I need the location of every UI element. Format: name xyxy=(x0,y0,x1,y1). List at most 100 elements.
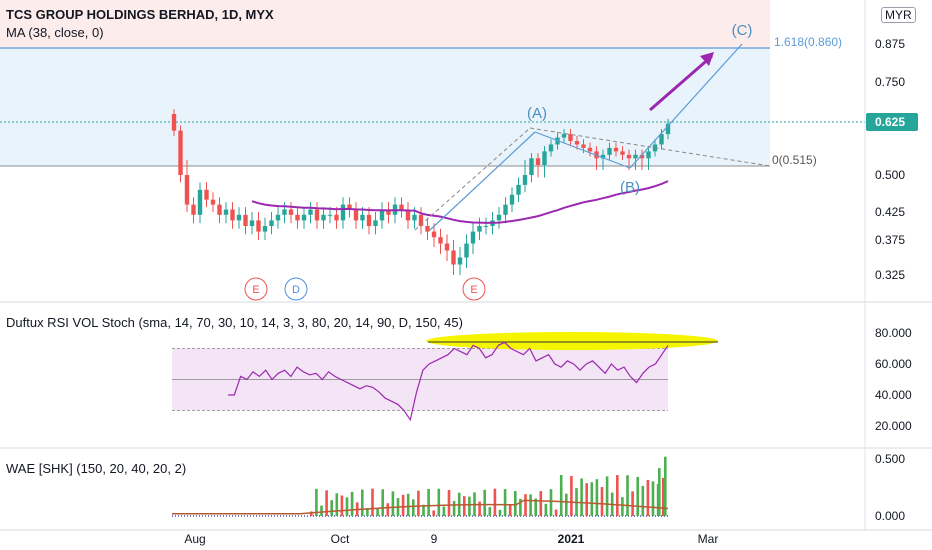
x-axis-label: 2021 xyxy=(558,532,585,546)
candle-body xyxy=(399,204,404,210)
fib-1618-label: 1.618(0.860) xyxy=(774,35,842,49)
event-marker-circle xyxy=(284,277,308,301)
wae-bar xyxy=(432,510,435,516)
wave-c-line xyxy=(629,43,743,169)
rsi-tick-label: 40.000 xyxy=(875,388,912,402)
wae-bar xyxy=(381,489,384,516)
rsi-tick-label: 80.000 xyxy=(875,326,912,340)
wae-bar xyxy=(559,474,563,516)
candle-body xyxy=(353,209,359,221)
candle-body xyxy=(295,214,300,221)
wae-bar xyxy=(361,489,364,516)
candle-body xyxy=(191,204,196,215)
candle-body xyxy=(249,220,255,226)
ma-line xyxy=(251,180,669,224)
wae-bar xyxy=(595,479,599,516)
candle-body xyxy=(444,243,450,251)
wae-bar xyxy=(427,488,430,516)
wae-tick-label: 0.500 xyxy=(875,452,905,466)
wae-bar xyxy=(514,490,517,516)
candle-body xyxy=(405,209,411,221)
wae-bar xyxy=(483,489,486,516)
wae-bar xyxy=(529,494,532,516)
candle-body xyxy=(574,141,580,145)
wae-bar xyxy=(646,479,650,516)
candle-body xyxy=(262,226,268,232)
wae-bar xyxy=(335,493,339,516)
wae-bar xyxy=(391,491,395,516)
candle-body xyxy=(197,189,203,215)
event-marker-label: E xyxy=(252,284,259,296)
candle-body xyxy=(321,214,326,221)
wae-bar xyxy=(631,491,634,516)
wae-bar xyxy=(565,493,568,516)
currency-button[interactable]: MYR xyxy=(881,7,916,23)
candle-body xyxy=(561,134,567,138)
event-marker-label: E xyxy=(470,284,477,296)
wae-bar xyxy=(442,506,446,516)
x-axis-label: Aug xyxy=(184,532,205,546)
fib-0-label: 0(0.515) xyxy=(772,153,817,167)
rsi-legend: Duftux RSI VOL Stoch (sma, 14, 70, 30, 1… xyxy=(6,315,463,330)
wave-label: (A) xyxy=(527,105,547,122)
candle-body xyxy=(587,147,593,152)
wae-bar xyxy=(366,508,369,516)
candle-body xyxy=(418,214,424,226)
wae-bar xyxy=(524,494,527,516)
candle-body xyxy=(646,151,651,159)
wae-bar xyxy=(664,456,667,516)
wae-bar xyxy=(406,493,410,516)
last-price-badge xyxy=(866,113,918,131)
candle-body xyxy=(529,158,534,175)
wae-bar xyxy=(651,481,655,516)
candle-body xyxy=(620,151,625,155)
chart-title: TCS GROUP HOLDINGS BERHAD, 1D, MYX xyxy=(6,7,274,22)
candle-body xyxy=(431,231,437,238)
wae-bar xyxy=(340,495,344,516)
price-tick-label: 0.750 xyxy=(875,75,905,89)
candle-body xyxy=(639,154,645,159)
event-marker-circle xyxy=(462,277,486,301)
wae-bar xyxy=(422,504,425,516)
candle-body xyxy=(496,214,502,221)
candle-body xyxy=(178,130,183,175)
wae-bar xyxy=(585,483,588,516)
candle-body xyxy=(457,257,463,265)
wae-bar xyxy=(386,503,390,516)
x-axis-label: Oct xyxy=(331,532,350,546)
wae-bar xyxy=(330,500,333,516)
candle-body xyxy=(301,214,307,221)
target-zone-fill xyxy=(0,0,770,48)
rsi-tick-label: 60.000 xyxy=(875,357,912,371)
candle-body xyxy=(340,204,346,221)
candle-body xyxy=(269,220,274,226)
last-price-label: 0.625 xyxy=(875,115,905,129)
wae-bar xyxy=(544,503,548,516)
wae-bar xyxy=(468,496,471,516)
candle-body xyxy=(236,214,242,221)
candle-body xyxy=(522,175,528,185)
candle-body xyxy=(204,189,209,200)
wae-bar xyxy=(626,475,629,516)
wae-bar xyxy=(376,508,379,516)
wave-label: (C) xyxy=(732,22,753,39)
x-axis-label: 9 xyxy=(431,532,438,546)
wae-bar xyxy=(452,500,456,516)
candle-body xyxy=(581,144,586,148)
projection-arrow-head xyxy=(700,52,714,66)
candle-body xyxy=(665,123,671,135)
candle-body xyxy=(607,147,612,155)
wae-bar xyxy=(463,496,466,516)
candle-body xyxy=(535,158,541,165)
price-tick-label: 0.375 xyxy=(875,233,905,247)
wae-bar xyxy=(412,499,415,516)
projection-arrow-shaft xyxy=(649,54,713,112)
wae-bar xyxy=(320,505,323,516)
candle-body xyxy=(308,209,313,215)
candle-body xyxy=(379,209,385,221)
wae-legend: WAE [SHK] (150, 20, 40, 20, 2) xyxy=(6,461,187,476)
candle-body xyxy=(210,199,216,205)
wae-bar xyxy=(401,494,405,516)
wae-bar xyxy=(447,489,451,516)
